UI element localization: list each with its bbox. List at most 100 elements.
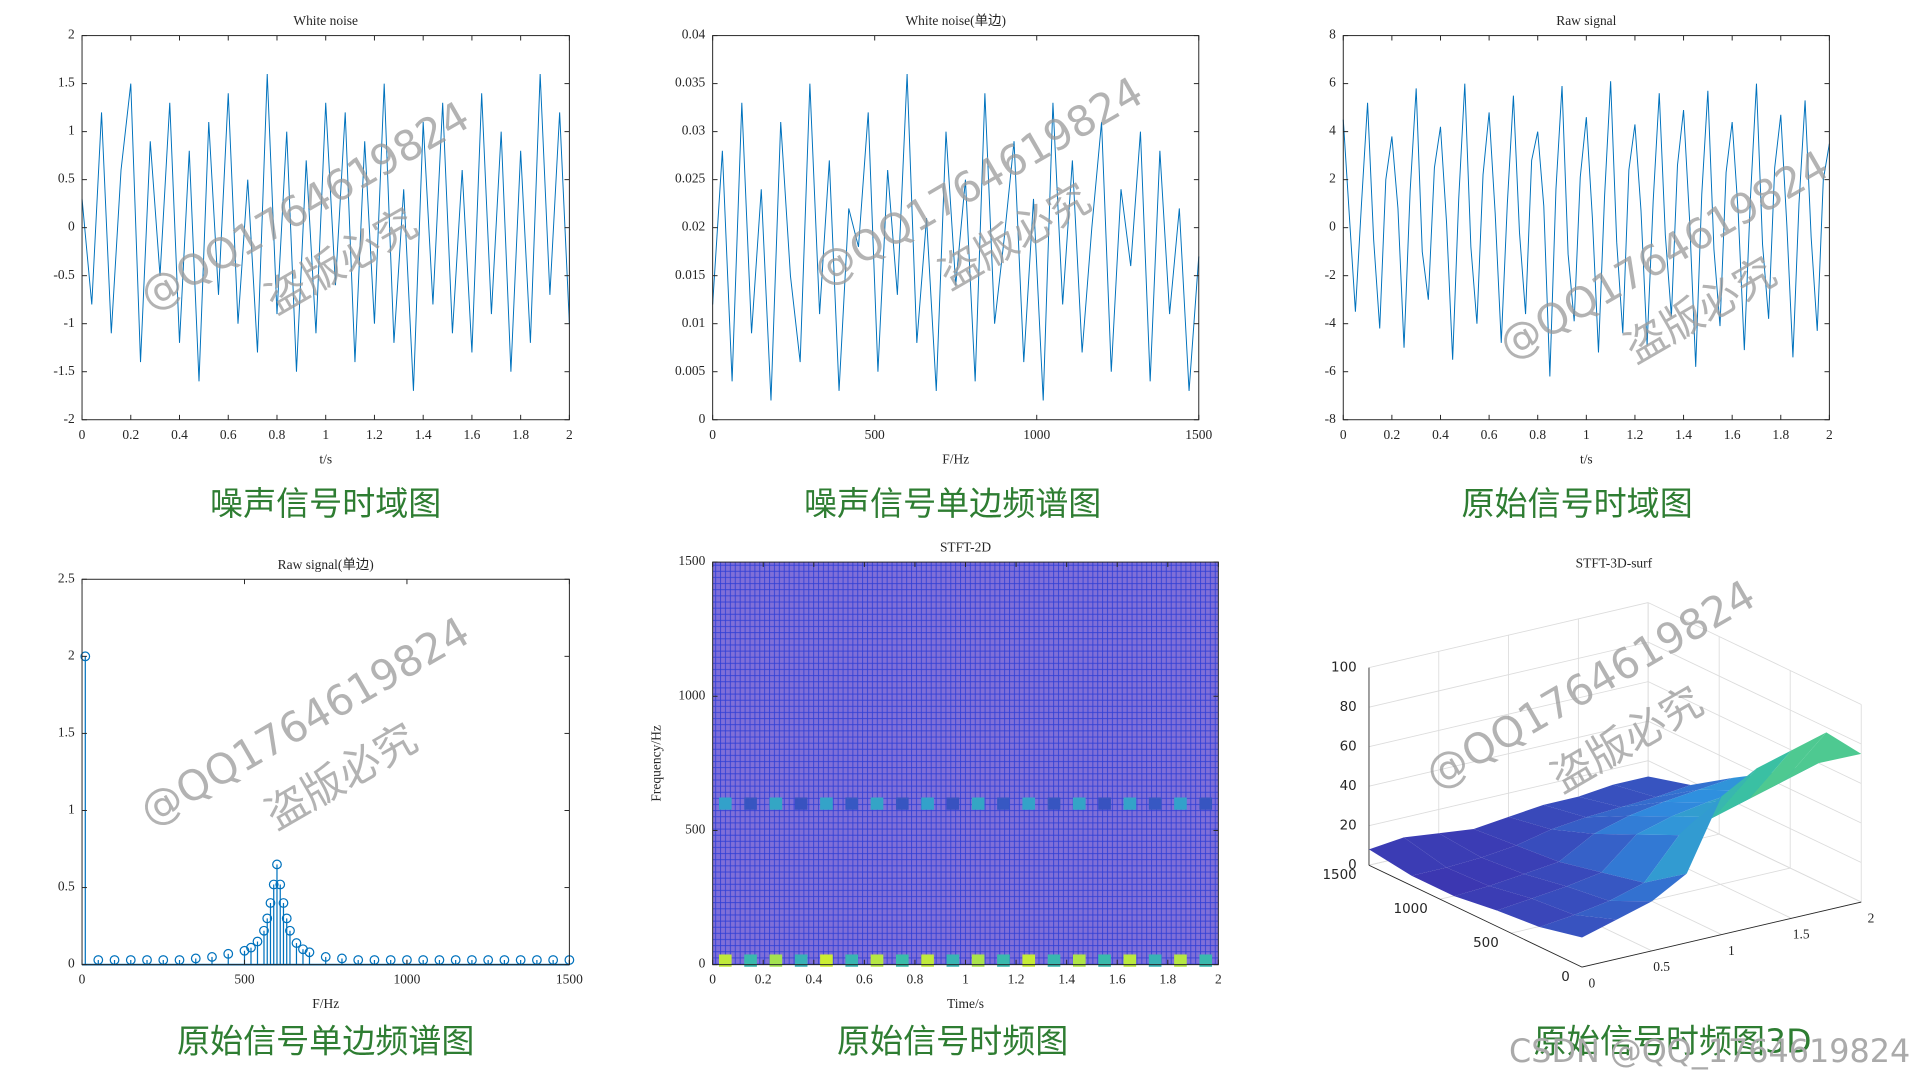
heatmap-cell [1022,954,1036,967]
stem [158,955,169,965]
heatmap-mesh [712,562,1219,965]
caption: 原始信号时频图3D [1534,1022,1812,1061]
heatmap-cell [769,954,783,967]
x-tick-label: 0 [709,972,716,987]
stem [252,936,263,965]
heatmap-cell [820,797,833,810]
heatmap-cell [895,797,909,810]
y-tick-label: 500 [685,822,705,837]
chart-title: STFT-3D-surf [1576,556,1653,571]
y-tick-label: 6 [1329,75,1336,90]
heatmap-cell [997,797,1010,810]
stem [385,955,396,965]
heatmap-cell [1199,797,1213,810]
heatmap-cell [1072,954,1086,967]
heatmap-cell [820,954,833,967]
z-tick-label: 80 [1340,699,1357,715]
heatmap-cell [1199,954,1213,967]
heatmap-cell [718,797,732,810]
surface-patch [1539,914,1617,938]
surface-patch [1620,789,1699,808]
x-tick-label: 2 [1868,910,1875,925]
surface-patch [1578,784,1656,808]
heatmap-cell [1174,797,1187,810]
axes-box [81,578,570,966]
stem-marker [80,651,91,662]
axis-line [1581,901,1862,968]
stem [125,955,136,965]
x-axis-label: Time/s [947,996,984,1011]
y-tick-label: 1.5 [58,725,75,740]
y-tick-label: 0.03 [682,123,706,138]
stem-marker [285,925,295,936]
surface-patch [1508,804,1587,830]
stem-marker [320,952,331,962]
surface-patch [1496,898,1575,927]
y-tick-label: 0 [1329,219,1336,234]
y-tick-label: 4 [1329,123,1336,138]
x-tick-label: 0.6 [1481,427,1498,442]
stem [499,955,510,965]
y-tick-label: 0.04 [682,27,706,42]
x-tick-label: 1.5 [1793,927,1810,942]
heatmap-cell [870,797,884,810]
heatmap-cell [895,954,909,967]
y-tick-label: 2 [68,27,75,42]
caption: 原始信号时域图 [1461,484,1692,523]
heatmap-cell [845,954,859,967]
x-tick-label: 0.4 [171,427,188,442]
x-tick-label: 1.4 [1058,972,1075,987]
surface-patch [1613,776,1691,798]
surface-patch [1454,885,1532,911]
surface-patch [1601,834,1680,883]
stem [450,955,461,965]
surface-patch [1473,816,1552,846]
stem-marker [275,879,286,890]
x-tick-label: 0 [1588,975,1595,990]
y-tick-label: -2 [63,411,74,426]
y-tick-label: 0.5 [58,171,75,186]
stem [467,955,477,965]
surface-patch [1748,732,1827,800]
stem-marker [259,925,269,936]
surface-patch [1663,789,1742,803]
heatmap-cell [921,797,934,810]
stem [434,955,445,965]
heatmap-cell [1098,954,1111,967]
x-tick-label: 1500 [556,972,583,987]
stem [369,955,380,965]
y-tick-label: 0 [1561,969,1570,985]
surface-patch [1481,845,1559,874]
z-grid-line [1647,602,1862,705]
x-tick-label: 1 [1583,427,1590,442]
surface-patch [1593,815,1672,835]
stem-marker [268,879,279,890]
stem [259,925,269,965]
heatmap-cell [1047,797,1061,810]
stem [515,955,526,965]
stem [109,955,120,965]
stem-marker [337,953,347,964]
z-grid-line [1647,760,1862,863]
stem [285,925,295,965]
stem-marker [223,948,234,959]
heatmap-cell [794,954,808,967]
stem-marker [265,898,276,908]
y-axis-label: Frequency/Hz [649,725,664,801]
heatmap-cell [1072,797,1086,810]
surface-patch [1566,872,1645,901]
y-tick-label: 0 [699,411,706,426]
z-tick-label: 60 [1340,739,1357,755]
stem [483,955,494,965]
stem [548,955,559,965]
y-tick-label: 0 [699,956,706,971]
x-tick-label: 2 [566,427,573,442]
x-tick-label: 0.4 [1432,427,1449,442]
caption: 噪声信号单边频谱图 [804,484,1101,523]
stem [246,942,256,965]
x-tick-label: 0 [79,972,86,987]
surface-patch [1558,833,1637,873]
z-tick-label: 0 [1348,857,1357,873]
watermark-csdn: CSDN @QQ_1764619824 [1509,1032,1910,1070]
x-tick-label: 1.4 [1675,427,1692,442]
